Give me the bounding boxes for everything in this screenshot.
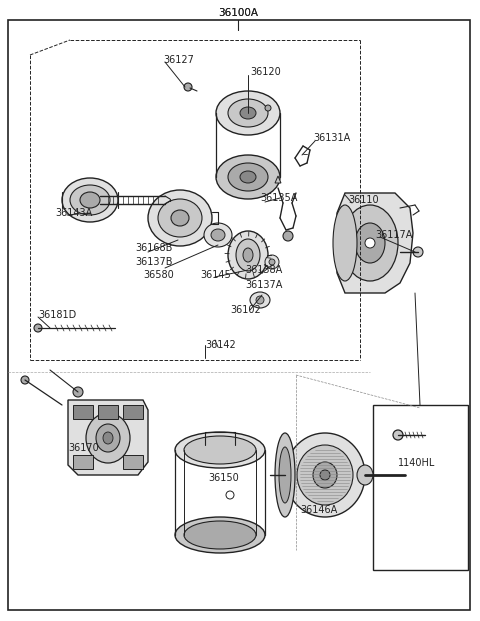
Ellipse shape: [211, 229, 225, 241]
Text: 36100A: 36100A: [218, 8, 258, 18]
Circle shape: [73, 387, 83, 397]
Ellipse shape: [175, 517, 265, 553]
Text: 36181D: 36181D: [38, 310, 76, 320]
Ellipse shape: [243, 248, 253, 262]
Circle shape: [265, 105, 271, 111]
Bar: [98, 405, 118, 419]
Ellipse shape: [313, 462, 337, 488]
Text: 1140HL: 1140HL: [398, 458, 435, 468]
Circle shape: [34, 324, 42, 332]
Ellipse shape: [240, 171, 256, 183]
Ellipse shape: [86, 413, 130, 463]
Ellipse shape: [357, 465, 373, 485]
Ellipse shape: [275, 433, 295, 517]
Ellipse shape: [333, 205, 357, 281]
Text: 36146A: 36146A: [300, 505, 337, 515]
Text: 36110: 36110: [348, 195, 379, 205]
Bar: [123, 405, 143, 419]
Text: 36138A: 36138A: [245, 265, 282, 275]
Ellipse shape: [256, 296, 264, 304]
Polygon shape: [68, 400, 148, 475]
Circle shape: [21, 376, 29, 384]
Ellipse shape: [279, 447, 291, 503]
Text: 36135A: 36135A: [260, 193, 298, 203]
Ellipse shape: [175, 432, 265, 468]
Text: 36145: 36145: [200, 270, 231, 280]
Ellipse shape: [265, 255, 279, 269]
Bar: [373, 405, 468, 570]
Ellipse shape: [236, 239, 260, 271]
Text: 36120: 36120: [250, 67, 281, 77]
Polygon shape: [275, 176, 281, 183]
Ellipse shape: [285, 433, 365, 517]
Text: 36137A: 36137A: [245, 280, 282, 290]
Circle shape: [226, 491, 234, 499]
Ellipse shape: [355, 223, 385, 263]
Bar: [123, 455, 143, 469]
Text: 36168B: 36168B: [135, 243, 172, 253]
Circle shape: [184, 83, 192, 91]
Ellipse shape: [62, 178, 118, 222]
Text: 36143A: 36143A: [55, 208, 92, 218]
Bar: [73, 405, 93, 419]
Ellipse shape: [269, 259, 275, 265]
Text: 36580: 36580: [143, 270, 174, 280]
Circle shape: [365, 238, 375, 248]
Ellipse shape: [250, 292, 270, 308]
Ellipse shape: [320, 470, 330, 480]
Text: 36131A: 36131A: [313, 133, 350, 143]
Ellipse shape: [297, 445, 353, 505]
Ellipse shape: [70, 185, 110, 215]
Circle shape: [283, 231, 293, 241]
Text: 36150: 36150: [208, 473, 239, 483]
Ellipse shape: [171, 210, 189, 226]
Ellipse shape: [216, 91, 280, 135]
Text: 36170: 36170: [68, 443, 99, 453]
Ellipse shape: [216, 155, 280, 199]
Circle shape: [393, 430, 403, 440]
Text: 36127: 36127: [163, 55, 194, 65]
Bar: [73, 455, 93, 469]
Text: 36142: 36142: [205, 340, 236, 350]
Ellipse shape: [342, 205, 398, 281]
Text: 36100A: 36100A: [218, 8, 258, 18]
Text: 36102: 36102: [230, 305, 261, 315]
Ellipse shape: [184, 521, 256, 549]
Ellipse shape: [228, 231, 268, 279]
Ellipse shape: [103, 432, 113, 444]
Circle shape: [413, 247, 423, 257]
Ellipse shape: [148, 190, 212, 246]
Polygon shape: [337, 193, 413, 293]
Ellipse shape: [184, 436, 256, 464]
Ellipse shape: [158, 199, 202, 237]
Ellipse shape: [240, 107, 256, 119]
Ellipse shape: [80, 192, 100, 208]
Ellipse shape: [204, 223, 232, 247]
Ellipse shape: [228, 163, 268, 191]
Ellipse shape: [228, 99, 268, 127]
Ellipse shape: [96, 424, 120, 452]
Text: 36117A: 36117A: [375, 230, 412, 240]
Text: 36137B: 36137B: [135, 257, 172, 267]
